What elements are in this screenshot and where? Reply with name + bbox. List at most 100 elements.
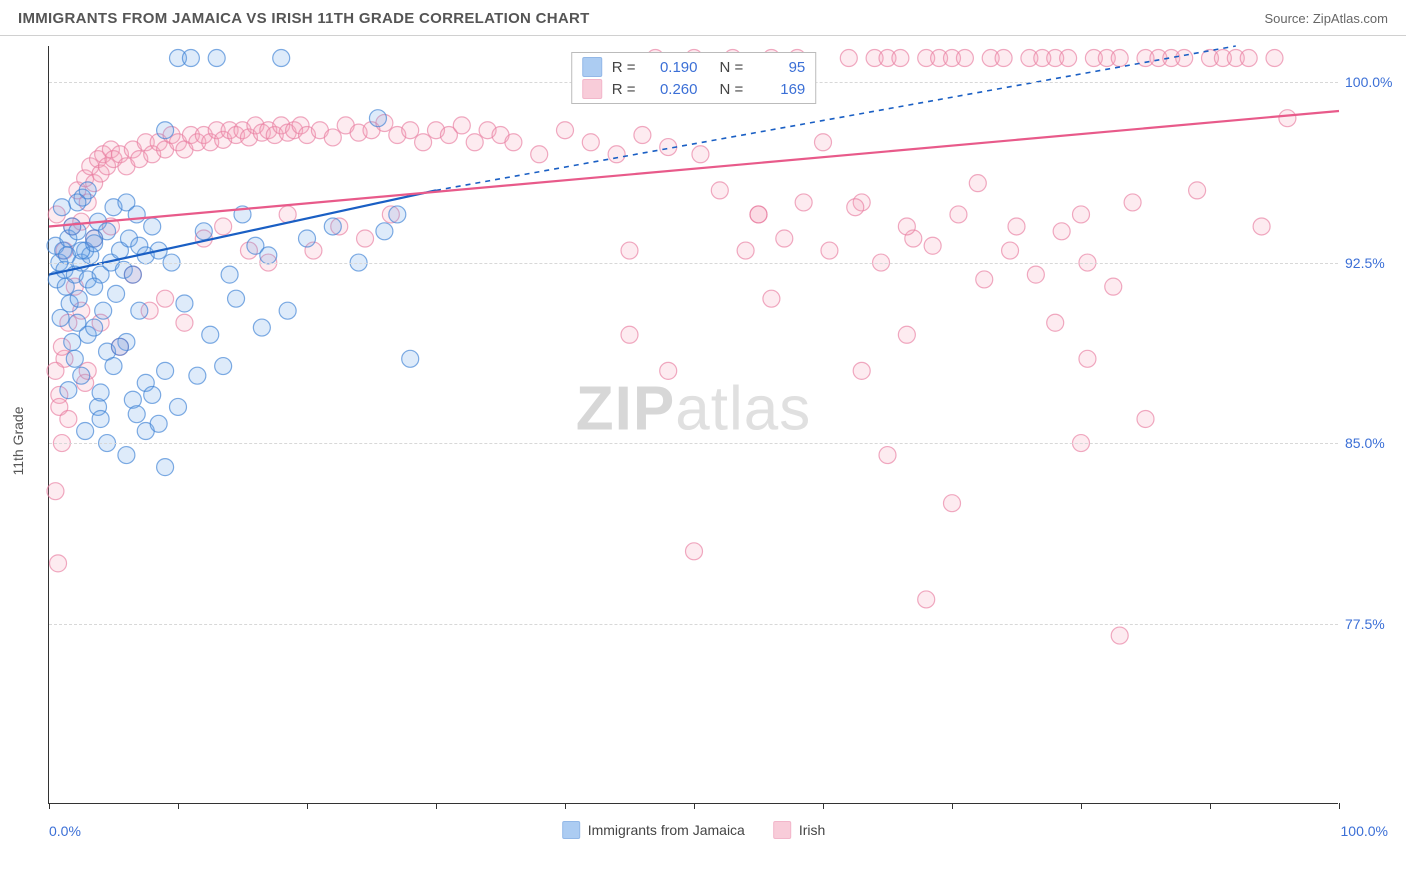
scatter-point (995, 50, 1012, 67)
y-tick-label: 100.0% (1345, 74, 1400, 90)
scatter-point (376, 223, 393, 240)
legend-swatch (562, 821, 580, 839)
scatter-point (157, 362, 174, 379)
scatter-point (157, 122, 174, 139)
scatter-point (176, 295, 193, 312)
plot-area: ZIPatlas R = 0.190 N = 95 R = 0.260 N = … (48, 46, 1338, 804)
scatter-point (215, 358, 232, 375)
scatter-point (60, 410, 77, 427)
scatter-point (157, 459, 174, 476)
scatter-point (1253, 218, 1270, 235)
scatter-point (70, 290, 87, 307)
source-name: ZipAtlas.com (1313, 11, 1388, 26)
scatter-point (1079, 350, 1096, 367)
n-value: 169 (753, 81, 805, 98)
scatter-point (415, 134, 432, 151)
scatter-point (86, 235, 103, 252)
scatter-point (389, 206, 406, 223)
x-tick-mark (565, 803, 566, 809)
scatter-point (1111, 627, 1128, 644)
scatter-point (879, 447, 896, 464)
scatter-point (221, 266, 238, 283)
scatter-point (608, 146, 625, 163)
scatter-point (531, 146, 548, 163)
gridline-h (49, 443, 1338, 444)
legend-item: Immigrants from Jamaica (562, 821, 745, 839)
scatter-point (621, 242, 638, 259)
scatter-point (111, 338, 128, 355)
scatter-point (1279, 110, 1296, 127)
scatter-point (815, 134, 832, 151)
scatter-point (128, 206, 145, 223)
legend-swatch (773, 821, 791, 839)
scatter-point (918, 591, 935, 608)
legend-label: Immigrants from Jamaica (588, 822, 745, 838)
scatter-point (950, 206, 967, 223)
scatter-point (1189, 182, 1206, 199)
scatter-point (324, 129, 341, 146)
chart-header: IMMIGRANTS FROM JAMAICA VS IRISH 11TH GR… (0, 0, 1406, 36)
scatter-point (131, 302, 148, 319)
stats-row: R = 0.260 N = 169 (582, 79, 806, 99)
scatter-point (86, 319, 103, 336)
trend-line-extrapolated (436, 46, 1236, 190)
scatter-point (150, 415, 167, 432)
x-tick-mark (307, 803, 308, 809)
scatter-point (66, 350, 83, 367)
scatter-point (1047, 314, 1064, 331)
x-tick-mark (1339, 803, 1340, 809)
scatter-point (77, 423, 94, 440)
r-label: R = (612, 59, 636, 76)
scatter-point (118, 447, 135, 464)
source-attribution: Source: ZipAtlas.com (1264, 11, 1388, 26)
scatter-point (144, 218, 161, 235)
scatter-point (260, 247, 277, 264)
scatter-point (582, 134, 599, 151)
scatter-point (1124, 194, 1141, 211)
scatter-point (279, 302, 296, 319)
legend-label: Irish (799, 822, 825, 838)
r-value: 0.190 (646, 59, 698, 76)
scatter-point (99, 223, 116, 240)
n-label: N = (720, 59, 744, 76)
chart-container: 11th Grade ZIPatlas R = 0.190 N = 95 R =… (48, 46, 1392, 836)
scatter-point (711, 182, 728, 199)
scatter-point (182, 50, 199, 67)
scatter-point (108, 285, 125, 302)
x-tick-mark (49, 803, 50, 809)
scatter-point (92, 384, 109, 401)
scatter-point (215, 218, 232, 235)
scatter-point (92, 410, 109, 427)
scatter-point (1053, 223, 1070, 240)
legend-swatch (582, 79, 602, 99)
scatter-point (1073, 206, 1090, 223)
scatter-svg (49, 46, 1338, 803)
x-tick-mark (823, 803, 824, 809)
scatter-point (189, 367, 206, 384)
scatter-point (853, 362, 870, 379)
y-tick-label: 92.5% (1345, 255, 1400, 271)
scatter-point (105, 358, 122, 375)
scatter-point (840, 50, 857, 67)
gridline-h (49, 263, 1338, 264)
scatter-point (157, 290, 174, 307)
correlation-stats-box: R = 0.190 N = 95 R = 0.260 N = 169 (571, 52, 817, 104)
scatter-point (750, 206, 767, 223)
scatter-point (1002, 242, 1019, 259)
y-tick-label: 77.5% (1345, 616, 1400, 632)
scatter-point (64, 333, 81, 350)
scatter-point (692, 146, 709, 163)
scatter-point (47, 362, 64, 379)
scatter-point (195, 223, 212, 240)
scatter-point (50, 555, 67, 572)
chart-title: IMMIGRANTS FROM JAMAICA VS IRISH 11TH GR… (18, 10, 590, 27)
scatter-point (95, 302, 112, 319)
scatter-point (898, 326, 915, 343)
scatter-point (47, 483, 64, 500)
scatter-point (969, 175, 986, 192)
scatter-point (202, 326, 219, 343)
scatter-point (976, 271, 993, 288)
legend-item: Irish (773, 821, 825, 839)
x-tick-mark (436, 803, 437, 809)
scatter-point (634, 127, 651, 144)
